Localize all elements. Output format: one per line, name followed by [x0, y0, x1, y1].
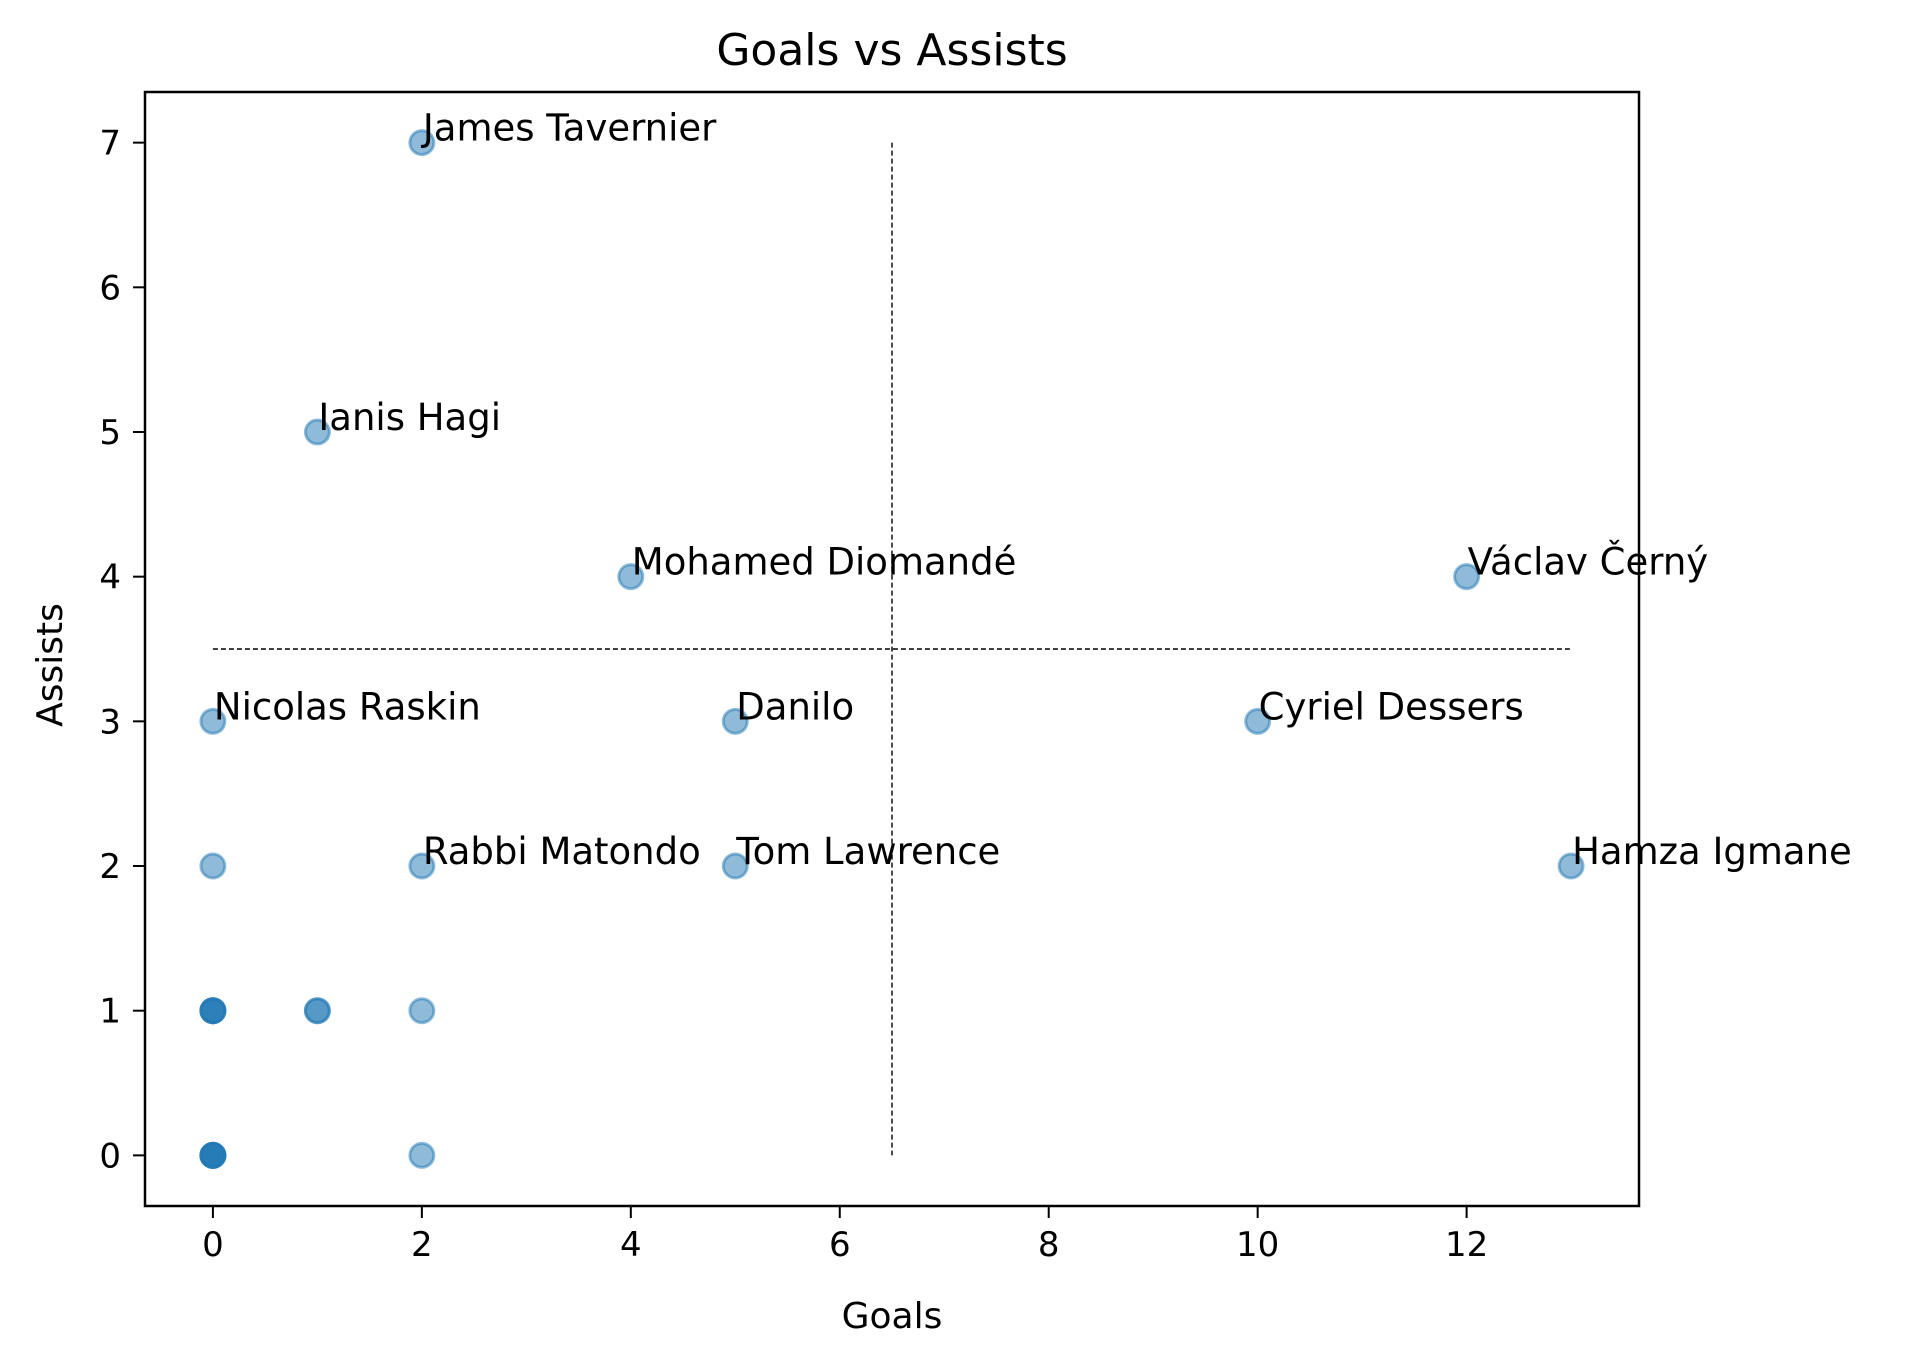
scatter-point [408, 129, 436, 157]
y-axis-ticks: 0 1 2 3 4 5 6 7 [99, 124, 145, 1176]
scatter-point [721, 707, 749, 735]
scatter-point [199, 707, 227, 735]
point-label: Tom Lawrence [735, 830, 1000, 873]
y-tick-label: 5 [99, 413, 121, 453]
y-tick-label: 3 [99, 702, 121, 742]
scatter-point [408, 997, 436, 1025]
point-label: Nicolas Raskin [214, 685, 481, 728]
x-axis-ticks: 0 2 4 6 8 10 12 [202, 1206, 1488, 1265]
y-axis-label: Assists [30, 603, 71, 727]
x-tick-label: 10 [1236, 1225, 1279, 1265]
scatter-point [303, 997, 331, 1025]
chart-title: Goals vs Assists [716, 25, 1067, 76]
scatter-point [199, 852, 227, 880]
y-tick-label: 6 [99, 268, 121, 308]
y-tick-label: 1 [99, 992, 121, 1032]
x-tick-label: 0 [202, 1225, 224, 1265]
plot-frame [143, 90, 1641, 1208]
scatter-point [408, 1141, 436, 1169]
scatter-point [1453, 563, 1481, 591]
scatter-point [721, 852, 749, 880]
point-label: Mohamed Diomandé [632, 541, 1017, 584]
scatter-point [199, 997, 227, 1025]
x-tick-label: 2 [411, 1225, 433, 1265]
y-tick-label: 0 [99, 1136, 121, 1176]
scatter-point [199, 1141, 227, 1169]
point-labels: James Tavernier Ianis Hagi Mohamed Diomand… [214, 107, 1852, 873]
point-label: Danilo [736, 685, 854, 728]
scatter-point [303, 418, 331, 446]
scatter-point [408, 852, 436, 880]
point-label: Václav Černý [1468, 540, 1709, 584]
point-label: James Tavernier [421, 107, 717, 150]
y-tick-label: 7 [99, 124, 121, 164]
scatter-points [199, 129, 1585, 1169]
scatter-point [617, 563, 645, 591]
y-tick-label: 4 [99, 558, 121, 598]
point-label: Hamza Igmane [1572, 830, 1852, 873]
point-label: Rabbi Matondo [423, 830, 701, 873]
reference-lines [212, 142, 1572, 1156]
plot-content: James Tavernier Ianis Hagi Mohamed Diomand… [99, 107, 1851, 1265]
x-tick-label: 12 [1445, 1225, 1488, 1265]
scatter-point [1244, 707, 1272, 735]
x-tick-label: 8 [1038, 1225, 1060, 1265]
x-tick-label: 4 [620, 1225, 642, 1265]
x-tick-label: 6 [829, 1225, 851, 1265]
y-tick-label: 2 [99, 847, 121, 887]
scatter-point [1557, 852, 1585, 880]
x-axis-label: Goals [842, 1296, 943, 1337]
point-label: Cyriel Dessers [1259, 685, 1524, 728]
point-label: Ianis Hagi [318, 396, 501, 439]
